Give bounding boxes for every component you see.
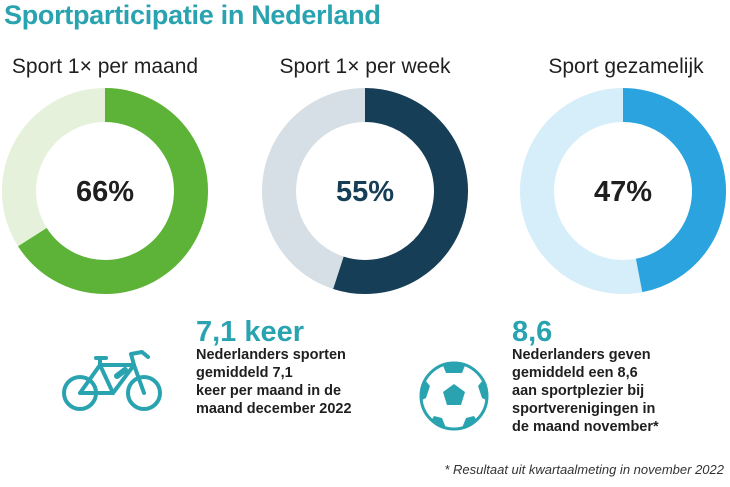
donut-arc-together xyxy=(622,88,726,293)
donut-label-together: Sport gezamelijk xyxy=(548,55,704,78)
stat-value-satisfaction: 8,6 xyxy=(512,316,553,348)
stat-line: sportverenigingen in xyxy=(512,401,656,417)
stat-line: keer per maand in de xyxy=(196,383,342,399)
donut-label-monthly: Sport 1× per maand xyxy=(11,55,199,78)
stat-line: Nederlanders sporten xyxy=(196,347,346,363)
stat-value-frequency: 7,1 keer xyxy=(196,316,305,348)
donut-label-weekly: Sport 1× per week xyxy=(279,55,451,78)
donut-chart-together: 47% xyxy=(518,86,728,296)
soccer-ball-icon xyxy=(418,360,490,437)
donut-value-monthly: 66% xyxy=(76,176,134,208)
stat-description-satisfaction: Nederlanders geven gemiddeld een 8,6 aan… xyxy=(512,346,659,436)
stat-description-frequency: Nederlanders sporten gemiddeld 7,1 keer … xyxy=(196,346,352,418)
stat-line: Nederlanders geven xyxy=(512,347,651,363)
stat-line: de maand november* xyxy=(512,419,659,435)
stat-line: gemiddeld 7,1 xyxy=(196,365,293,381)
donut-chart-weekly: 55% xyxy=(260,86,470,296)
stat-line: gemiddeld een 8,6 xyxy=(512,365,638,381)
donut-arc-weekly xyxy=(333,88,468,294)
donut-arc-monthly xyxy=(18,88,208,294)
donut-svg-together: 47% xyxy=(520,88,726,294)
stat-line: aan sportplezier bij xyxy=(512,383,645,399)
donut-svg-weekly: 55% xyxy=(262,88,468,294)
bicycle-icon xyxy=(62,348,162,419)
donut-value-weekly: 55% xyxy=(336,176,394,208)
footnote: * Resultaat uit kwartaalmeting in novemb… xyxy=(444,462,724,477)
donut-svg-monthly: 66% xyxy=(2,88,208,294)
page-title: Sportparticipatie in Nederland xyxy=(4,0,381,30)
stat-line: maand december 2022 xyxy=(196,401,352,417)
donut-chart-monthly: 66% xyxy=(0,86,210,296)
donut-value-together: 47% xyxy=(594,176,652,208)
